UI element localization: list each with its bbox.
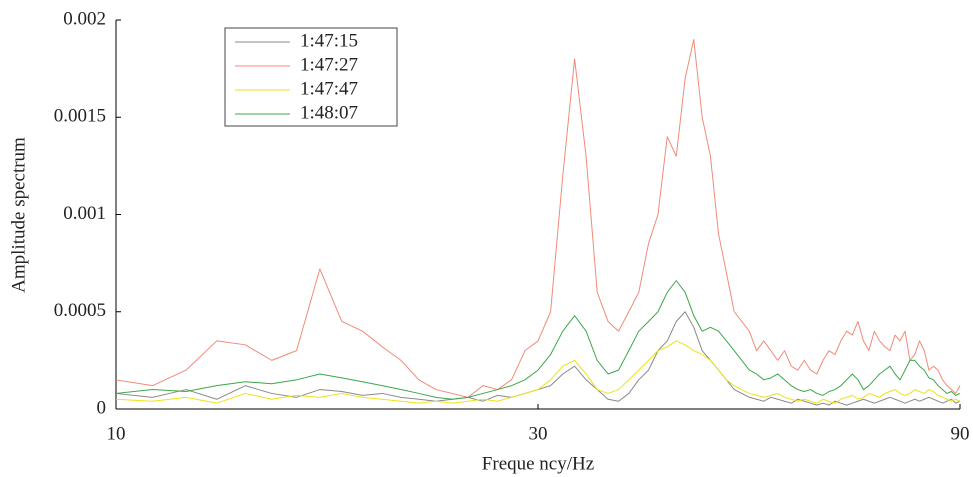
y-tick-label: 0.002: [63, 8, 106, 29]
legend-label: 1:47:15: [300, 30, 358, 51]
legend-box: [224, 27, 398, 127]
x-tick-label: 10: [107, 423, 126, 444]
plot-area: [115, 38, 961, 406]
x-tick-label: 90: [951, 423, 970, 444]
legend: 1:47:15 1:47:27 1:47:47 1:48:07: [224, 27, 398, 127]
series-line: [115, 280, 961, 400]
y-tick-label: 0.001: [63, 203, 106, 224]
series-line: [115, 38, 961, 398]
y-tick-label: 0: [97, 397, 107, 418]
x-axis-label: Freque ncy/Hz: [482, 453, 594, 474]
y-axis-label: Amplitude spectrum: [8, 137, 29, 293]
y-tick-label: 0.0005: [54, 300, 106, 321]
legend-label: 1:47:27: [300, 54, 358, 75]
x-tick-label: 30: [529, 423, 548, 444]
legend-label: 1:47:47: [300, 78, 358, 99]
series-line: [115, 340, 961, 404]
y-tick-label: 0.0015: [54, 106, 106, 127]
series-line: [115, 311, 961, 406]
legend-label: 1:48:07: [300, 102, 358, 123]
